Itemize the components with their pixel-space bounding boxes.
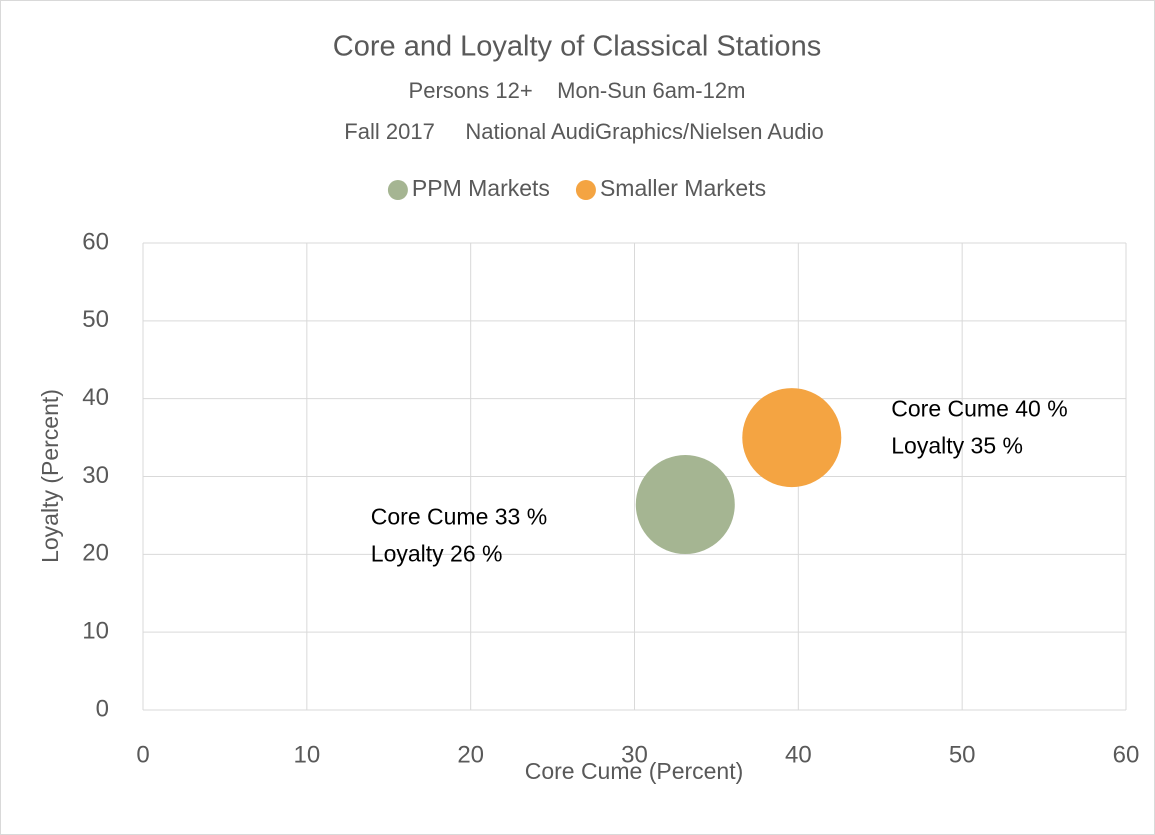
y-tick-label: 0 [96,695,109,722]
x-axis-label: Core Cume (Percent) [525,758,744,784]
x-tick-label: 50 [949,741,976,768]
data-label: Core Cume 40 % [891,396,1067,422]
legend-marker [575,180,596,200]
data-label: Loyalty 26 % [371,541,503,567]
x-tick-label: 0 [136,741,149,768]
y-tick-label: 50 [82,306,109,333]
y-tick-label: 30 [82,462,109,489]
x-tick-label: 40 [785,741,812,768]
x-tick-label: 60 [1113,741,1140,768]
chart-subtitle: Persons 12+ Mon-Sun 6am-12m [409,78,746,103]
data-label: Loyalty 35 % [891,433,1023,459]
y-tick-label: 40 [82,384,109,411]
y-tick-label: 10 [82,618,109,645]
x-tick-label: 30 [621,741,648,768]
x-tick-label: 10 [293,741,320,768]
legend-label: Smaller Markets [600,175,766,201]
legend-label: PPM Markets [412,175,550,201]
y-tick-label: 60 [82,228,109,255]
bubble [742,388,842,488]
y-tick-label: 20 [82,540,109,567]
chart-subtitle: Fall 2017 National AudiGraphics/Nielsen … [344,119,823,144]
x-tick-label: 20 [457,741,484,768]
chart-title: Core and Loyalty of Classical Stations [333,31,821,63]
legend-marker [387,180,408,200]
y-axis-label: Loyalty (Percent) [37,389,63,563]
bubble [635,455,735,555]
data-label: Core Cume 33 % [371,504,547,530]
